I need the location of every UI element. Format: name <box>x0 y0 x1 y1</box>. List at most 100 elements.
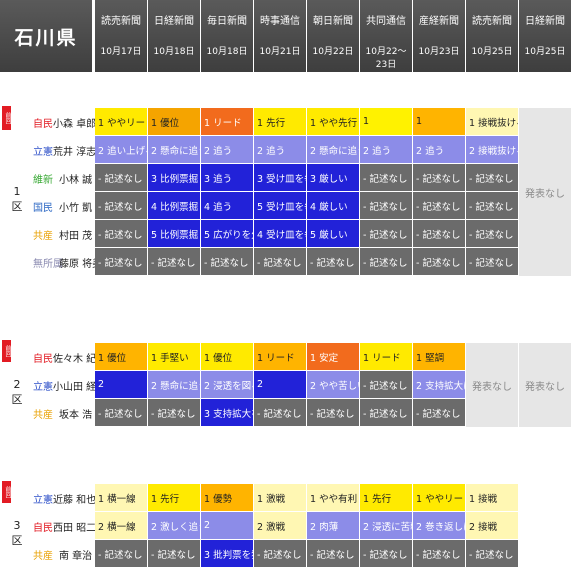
party-label: 共産 <box>33 230 53 242</box>
candidate-name: 小森 卓郎 <box>53 118 97 130</box>
prediction-cell: 3 厳しい <box>307 164 360 192</box>
prediction-cell: 4 比例票掘り起こし <box>148 192 201 220</box>
prediction-cell: - 記述なし <box>466 164 519 192</box>
prediction-cell: 1 先行 <box>148 484 201 512</box>
prediction-cell: 5 受け皿を争う <box>254 192 307 220</box>
party-label: 国民 <box>33 202 53 214</box>
district-label: 2区 <box>11 378 23 406</box>
prediction-cell: 2 追う <box>254 136 307 164</box>
prediction-cell: - 記述なし <box>148 248 201 276</box>
prediction-cell: 2 <box>201 512 254 540</box>
prediction-cell: 1 やや先行 <box>307 108 360 136</box>
prediction-cell: 1 激戦 <box>254 484 307 512</box>
party-label: 自民 <box>33 353 53 365</box>
prediction-cell: 3 支持拡大を図る <box>201 399 254 427</box>
candidate-row: 自民 小森 卓郎 <box>25 108 97 136</box>
candidate-name: 藤原 将美 <box>59 258 103 270</box>
prediction-cell: 1 <box>413 108 466 136</box>
survey-date: 10月18日 <box>153 47 195 57</box>
prediction-cell: 1 先行 <box>360 484 413 512</box>
prediction-cell: 4 追う <box>201 192 254 220</box>
newspaper-name: 毎日新聞 <box>207 16 247 27</box>
prediction-cell: - 記述なし <box>466 248 519 276</box>
no-publication-block: 発表なし <box>519 343 571 427</box>
candidate-name: 小林 誠 <box>59 174 93 186</box>
candidate-row: 共産 坂本 浩 <box>25 399 95 427</box>
candidate-name: 坂本 浩 <box>59 409 93 421</box>
prediction-cell: 1 優位 <box>201 343 254 371</box>
prediction-cell: 1 接戦 <box>466 484 519 512</box>
prediction-cell: - 記述なし <box>95 192 148 220</box>
party-label: 立憲 <box>33 146 53 158</box>
column-header: 日経新聞 10月18日 <box>148 0 200 72</box>
prediction-cell: 3 比例票掘り起こし <box>148 164 201 192</box>
previous-tag: 前回 <box>2 340 11 362</box>
prediction-cell: 2 浸透に苦戦 <box>360 512 413 540</box>
column-header: 共同通信 10月22〜23日 <box>360 0 412 72</box>
prediction-cell: - 記述なし <box>413 540 466 568</box>
prediction-cell: 1 安定 <box>307 343 360 371</box>
prediction-cell: - 記述なし <box>360 399 413 427</box>
newspaper-name: 日経新聞 <box>154 16 194 27</box>
candidate-row: 共産 村田 茂 <box>25 220 95 248</box>
candidate-row: 国民 小竹 凱 <box>25 192 95 220</box>
party-label: 自民 <box>33 118 53 130</box>
candidate-name: 南 章治 <box>59 550 93 562</box>
prediction-cell: 5 比例票掘り起こし <box>148 220 201 248</box>
survey-date: 10月18日 <box>206 47 248 57</box>
survey-date: 10月25日 <box>524 47 566 57</box>
prediction-cell: - 記述なし <box>307 540 360 568</box>
prediction-cell: 2 接戦抜ける <box>466 136 519 164</box>
prediction-cell: 1 リード <box>254 343 307 371</box>
prediction-cell: 3 追う <box>201 164 254 192</box>
prediction-cell: - 記述なし <box>95 220 148 248</box>
newspaper-name: 時事通信 <box>260 16 300 27</box>
prediction-cell: 2 接戦 <box>466 512 519 540</box>
candidate-name: 近藤 和也 <box>53 494 97 506</box>
prediction-cell: - 記述なし <box>95 540 148 568</box>
party-label: 立憲 <box>33 381 53 393</box>
prediction-cell: - 記述なし <box>360 220 413 248</box>
newspaper-name: 産経新聞 <box>419 16 459 27</box>
prediction-cell: - 記述なし <box>254 248 307 276</box>
candidate-name: 小竹 凱 <box>59 202 93 214</box>
prediction-cell: 2 追う <box>201 136 254 164</box>
prediction-cell: - 記述なし <box>307 248 360 276</box>
prediction-cell: 1 ややリード <box>95 108 148 136</box>
previous-tag: 前回 <box>2 481 11 503</box>
column-header: 日経新聞 10月25日 <box>519 0 571 72</box>
prediction-cell: 1 堅調 <box>413 343 466 371</box>
prediction-cell: 1 接戦抜ける <box>466 108 519 136</box>
column-header: 時事通信 10月21日 <box>254 0 306 72</box>
prediction-cell: - 記述なし <box>413 248 466 276</box>
candidate-row: 自民 佐々木 紀 <box>25 343 96 371</box>
prediction-cell: - 記述なし <box>95 399 148 427</box>
prediction-cell: 1 ややリード <box>413 484 466 512</box>
prediction-cell: 5 厳しい <box>307 220 360 248</box>
prediction-cell: 1 リード <box>201 108 254 136</box>
prediction-cell: - 記述なし <box>360 248 413 276</box>
prediction-cell: - 記述なし <box>413 164 466 192</box>
column-header: 毎日新聞 10月18日 <box>201 0 253 72</box>
party-label: 共産 <box>33 409 53 421</box>
prediction-cell: - 記述なし <box>466 192 519 220</box>
prediction-cell: 5 広がりを欠く <box>201 220 254 248</box>
column-header: 朝日新聞 10月22日 <box>307 0 359 72</box>
column-header: 読売新聞 10月25日 <box>466 0 518 72</box>
party-label: 維新 <box>33 174 53 186</box>
prediction-cell: 1 優位 <box>148 108 201 136</box>
candidate-row: 維新 小林 誠 <box>25 164 95 192</box>
prediction-cell: 3 受け皿を争う <box>254 164 307 192</box>
prediction-cell: 3 批判票を狙う <box>201 540 254 568</box>
party-label: 共産 <box>33 550 53 562</box>
prediction-cell: 1 やや有利 <box>307 484 360 512</box>
prediction-cell: 1 先行 <box>254 108 307 136</box>
candidate-name: 荒井 淳志 <box>53 146 97 158</box>
prediction-cell: 1 優勢 <box>201 484 254 512</box>
prediction-cell: - 記述なし <box>466 540 519 568</box>
no-publication-block: 発表なし <box>519 108 571 276</box>
survey-date: 10月23日 <box>418 47 460 57</box>
newspaper-name: 日経新聞 <box>525 16 565 27</box>
prediction-cell: - 記述なし <box>254 540 307 568</box>
candidate-name: 西田 昭二 <box>53 522 97 534</box>
